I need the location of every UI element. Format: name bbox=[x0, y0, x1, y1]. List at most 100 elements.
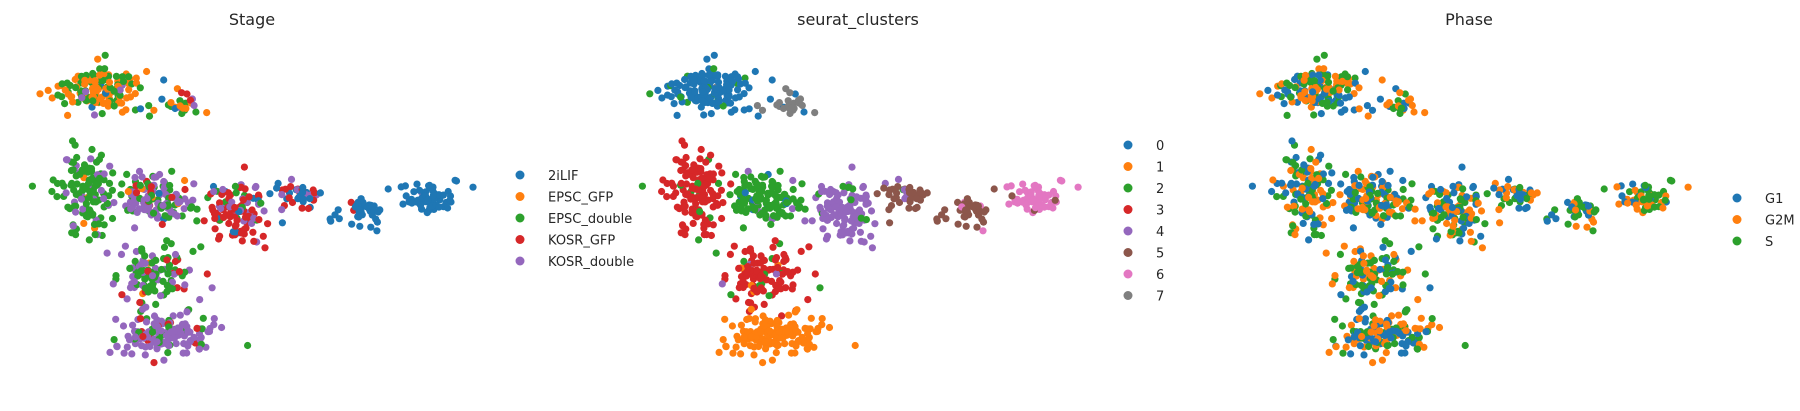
scatter-point bbox=[822, 235, 831, 243]
scatter-point bbox=[273, 184, 281, 192]
scatter-point bbox=[718, 280, 726, 288]
scatter-point bbox=[72, 231, 80, 239]
scatter-point bbox=[426, 181, 434, 189]
scatter-point bbox=[1572, 222, 1580, 230]
scatter-point bbox=[1615, 200, 1623, 208]
scatter-point bbox=[805, 243, 813, 251]
legend-label: S bbox=[1765, 235, 1773, 250]
scatter-point bbox=[67, 93, 75, 101]
scatter-point bbox=[1335, 86, 1343, 94]
scatter-point bbox=[1632, 201, 1640, 209]
scatter-point bbox=[168, 193, 176, 201]
scatter-point bbox=[803, 345, 812, 353]
scatter-point bbox=[123, 295, 131, 303]
scatter-point bbox=[1278, 179, 1286, 187]
scatter-point bbox=[784, 268, 792, 276]
scatter-point bbox=[808, 217, 816, 225]
scatter-point bbox=[857, 237, 865, 245]
scatter-point bbox=[789, 268, 797, 276]
scatter-point bbox=[1307, 145, 1315, 154]
scatter-point bbox=[1472, 216, 1480, 224]
scatter-point bbox=[850, 224, 858, 232]
scatter-point bbox=[1394, 97, 1402, 105]
scatter-point bbox=[1399, 176, 1407, 185]
scatter-point bbox=[1291, 231, 1299, 239]
scatter-point bbox=[727, 291, 735, 299]
scatter-point bbox=[681, 75, 689, 84]
scatter-point bbox=[143, 67, 151, 76]
scatter-point bbox=[696, 155, 704, 163]
scatter-point bbox=[158, 220, 166, 228]
scatter-point bbox=[82, 88, 90, 96]
legend-marker bbox=[1123, 162, 1133, 171]
scatter-point bbox=[1449, 182, 1457, 190]
scatter-point bbox=[700, 231, 708, 239]
scatter-point bbox=[135, 205, 143, 213]
scatter-point bbox=[798, 180, 806, 188]
scatter-point bbox=[1455, 229, 1463, 237]
scatter-point bbox=[1291, 75, 1299, 84]
scatter-point bbox=[1329, 102, 1337, 110]
scatter-point bbox=[791, 308, 799, 316]
panel-stage: Stage 2iLIF EPSC_GFP EPSC_double KOSR_GFP KO… bbox=[28, 10, 634, 367]
scatter-point bbox=[126, 93, 135, 101]
scatter-point bbox=[176, 97, 184, 105]
scatter-point bbox=[1374, 189, 1382, 197]
scatter-point bbox=[840, 189, 848, 197]
scatter-point bbox=[219, 185, 227, 194]
scatter-point bbox=[739, 224, 748, 232]
legend-label: G1 bbox=[1765, 192, 1783, 207]
scatter-point bbox=[175, 268, 183, 276]
scatter-point bbox=[1329, 199, 1337, 207]
scatter-point bbox=[974, 202, 983, 210]
legend-marker bbox=[1123, 291, 1133, 300]
scatter-point bbox=[788, 205, 797, 213]
scatter-point bbox=[1340, 242, 1348, 250]
scatter-point bbox=[1315, 174, 1323, 182]
scatter-point bbox=[864, 199, 872, 207]
scatter-point bbox=[679, 158, 687, 167]
scatter-point bbox=[84, 179, 93, 187]
scatter-point bbox=[125, 336, 134, 344]
scatter-point bbox=[1336, 250, 1344, 258]
scatter-point bbox=[1516, 195, 1525, 203]
scatter-point bbox=[94, 55, 102, 63]
scatter-point bbox=[1458, 163, 1466, 171]
scatter-point bbox=[79, 184, 87, 192]
scatter-point bbox=[767, 201, 776, 210]
scatter-point bbox=[885, 206, 893, 214]
scatter-point bbox=[64, 203, 72, 211]
scatter-point bbox=[249, 228, 257, 236]
scatter-point bbox=[770, 212, 778, 220]
scatter-point bbox=[680, 202, 688, 210]
scatter-point bbox=[744, 205, 752, 213]
scatter-point bbox=[923, 189, 931, 197]
scatter-point bbox=[260, 207, 268, 215]
scatter-point bbox=[171, 250, 180, 259]
scatter-point bbox=[745, 181, 753, 189]
scatter-point bbox=[839, 182, 847, 190]
scatter-point bbox=[894, 175, 903, 183]
scatter-point bbox=[163, 237, 171, 245]
scatter-point bbox=[216, 199, 224, 207]
scatter-point bbox=[1349, 224, 1357, 232]
scatter-point bbox=[1495, 191, 1503, 199]
legend-marker bbox=[1123, 205, 1133, 214]
scatter-point bbox=[1305, 236, 1313, 244]
scatter-point bbox=[238, 237, 246, 245]
scatter-point bbox=[745, 84, 753, 92]
scatter-point bbox=[1378, 76, 1386, 84]
scatter-point bbox=[673, 111, 681, 119]
scatter-point bbox=[118, 108, 126, 116]
scatter-point bbox=[741, 74, 749, 82]
scatter-point bbox=[136, 84, 144, 92]
scatter-point bbox=[1516, 183, 1524, 192]
panel-title-stage: Stage bbox=[229, 10, 275, 29]
scatter-point bbox=[1385, 284, 1393, 292]
scatter-point bbox=[1624, 199, 1632, 207]
legend-label: 6 bbox=[1156, 268, 1164, 283]
scatter-point bbox=[1626, 188, 1634, 196]
scatter-point bbox=[752, 194, 760, 203]
scatter-point bbox=[775, 284, 784, 292]
scatter-point bbox=[1347, 350, 1355, 358]
